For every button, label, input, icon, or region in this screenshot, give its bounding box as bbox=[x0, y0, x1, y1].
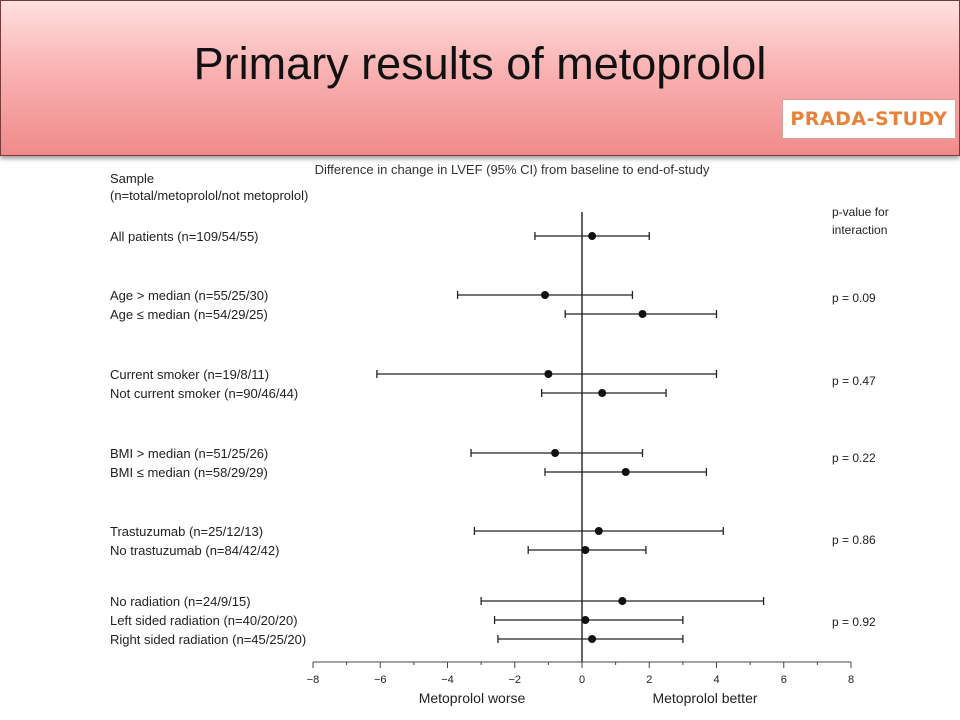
study-badge: PRADA-STUDY bbox=[782, 99, 956, 139]
row-label: All patients (n=109/54/55) bbox=[110, 229, 259, 244]
x-tick-label: 8 bbox=[848, 674, 854, 686]
point-estimate bbox=[618, 597, 627, 605]
x-tick-label: 2 bbox=[646, 674, 652, 686]
xlabel-right: Metoprolol better bbox=[652, 690, 757, 706]
x-tick-label: −4 bbox=[441, 674, 454, 686]
row-label: No radiation (n=24/9/15) bbox=[110, 594, 251, 609]
pvalue-header-line1: p-value for bbox=[832, 205, 889, 219]
point-estimate bbox=[594, 527, 603, 535]
point-estimate bbox=[598, 389, 607, 397]
x-tick-label: 6 bbox=[781, 674, 787, 686]
row-label: Current smoker (n=19/8/11) bbox=[110, 367, 269, 382]
pvalue-label: p = 0.86 bbox=[832, 533, 876, 547]
slide-title: Primary results of metoprolol bbox=[193, 38, 767, 89]
pvalue-label: p = 0.22 bbox=[832, 451, 876, 465]
pvalue-label: p = 0.09 bbox=[832, 291, 876, 305]
row-label: Age > median (n=55/25/30) bbox=[110, 288, 268, 303]
xlabel-left: Metoprolol worse bbox=[419, 690, 526, 706]
pvalue-label: p = 0.47 bbox=[832, 374, 876, 388]
chart-title: Difference in change in LVEF (95% CI) fr… bbox=[315, 162, 710, 177]
point-estimate bbox=[581, 616, 590, 624]
pvalue-header-line2: interaction bbox=[832, 223, 887, 237]
point-estimate bbox=[621, 468, 630, 476]
point-estimate bbox=[581, 546, 590, 554]
point-estimate bbox=[588, 635, 597, 643]
point-estimate bbox=[588, 232, 597, 240]
point-estimate bbox=[551, 449, 560, 457]
row-label: Left sided radiation (n=40/20/20) bbox=[110, 613, 298, 628]
x-tick-label: 0 bbox=[579, 674, 585, 686]
row-label: BMI > median (n=51/25/26) bbox=[110, 446, 268, 461]
row-label: Trastuzumab (n=25/12/13) bbox=[110, 524, 263, 539]
row-label: No trastuzumab (n=84/42/42) bbox=[110, 543, 279, 558]
row-label: Age ≤ median (n=54/29/25) bbox=[110, 307, 268, 322]
row-label: BMI ≤ median (n=58/29/29) bbox=[110, 465, 268, 480]
point-estimate bbox=[541, 291, 550, 299]
row-label: Not current smoker (n=90/46/44) bbox=[110, 386, 298, 401]
x-tick-label: 4 bbox=[713, 674, 719, 686]
point-estimate bbox=[544, 370, 553, 378]
x-tick-label: −6 bbox=[374, 674, 387, 686]
row-label: Right sided radiation (n=45/25/20) bbox=[110, 632, 306, 647]
sample-header-line2: (n=total/metoprolol/not metoprolol) bbox=[110, 188, 308, 203]
pvalue-label: p = 0.92 bbox=[832, 615, 876, 629]
point-estimate bbox=[638, 310, 647, 318]
sample-header-line1: Sample bbox=[110, 171, 154, 186]
x-tick-label: −8 bbox=[307, 674, 320, 686]
x-tick-label: −2 bbox=[508, 674, 521, 686]
